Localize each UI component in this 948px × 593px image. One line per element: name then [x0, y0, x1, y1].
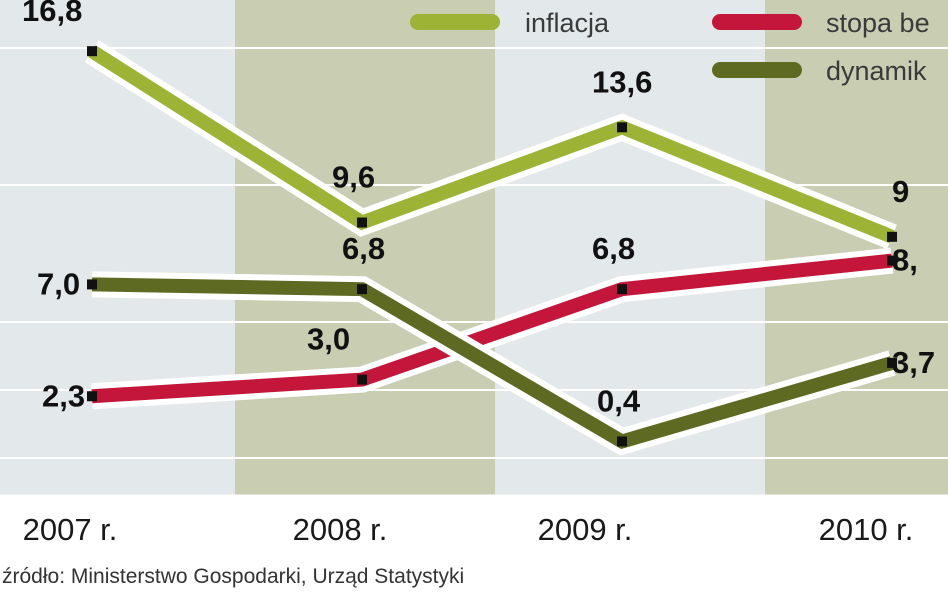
legend-swatch-dynamics	[712, 62, 802, 78]
data-label-dynamics: 3,7	[892, 345, 935, 380]
data-label-inflation: 16,8	[22, 0, 82, 28]
series-line-dynamics	[91, 277, 894, 450]
marker-inflation	[357, 217, 367, 228]
marker-inflation	[887, 231, 897, 242]
x-tick-label: 2008 r.	[293, 512, 388, 547]
x-axis: 2007 r. 2008 r. 2009 r. 2010 r.	[23, 512, 914, 547]
data-label-unemployment: 2,3	[42, 378, 85, 413]
series-line-inflation	[88, 45, 895, 244]
marker-unemployment	[887, 255, 897, 266]
marker-dynamics	[617, 436, 627, 447]
legend: inflacja stopa be dynamik	[410, 8, 930, 86]
background-band	[765, 0, 948, 495]
data-label-dynamics: 7,0	[37, 266, 80, 301]
marker-dynamics	[887, 357, 897, 368]
data-label-dynamics: 6,8	[342, 231, 385, 266]
legend-swatch-inflation	[410, 14, 500, 30]
marker-unemployment	[617, 284, 627, 295]
marker-dynamics	[357, 284, 367, 295]
legend-label-unemployment: stopa be	[826, 8, 930, 38]
legend-swatch-unemployment	[712, 14, 802, 30]
marker-inflation	[87, 46, 97, 57]
marker-unemployment	[87, 391, 97, 402]
x-tick-label: 2009 r.	[538, 512, 633, 547]
legend-label-dynamics: dynamik	[826, 56, 927, 86]
legend-label-inflation: inflacja	[525, 8, 610, 38]
marker-inflation	[617, 122, 627, 133]
data-markers	[87, 46, 897, 447]
data-label-dynamics: 0,4	[597, 383, 641, 418]
data-label-unemployment: 3,0	[307, 322, 350, 357]
marker-dynamics	[87, 279, 97, 290]
series-line-unemployment	[91, 253, 893, 404]
source-note: źródło: Ministerstwo Gospodarki, Urząd S…	[2, 565, 464, 588]
data-label-unemployment: 6,8	[592, 231, 635, 266]
x-tick-label: 2007 r.	[23, 512, 118, 547]
x-tick-label: 2010 r.	[819, 512, 914, 547]
background-band	[235, 0, 495, 495]
data-labels: 16,8 9,6 13,6 9 2,3 3,0 6,8 8, 7,0 6,8 0,4 3,7	[22, 0, 935, 418]
data-label-inflation: 13,6	[592, 64, 652, 99]
data-label-inflation: 9	[892, 174, 909, 209]
data-label-inflation: 9,6	[332, 160, 375, 195]
data-label-unemployment: 8,	[892, 243, 918, 278]
marker-unemployment	[357, 374, 367, 385]
series-lines	[85, 40, 897, 456]
